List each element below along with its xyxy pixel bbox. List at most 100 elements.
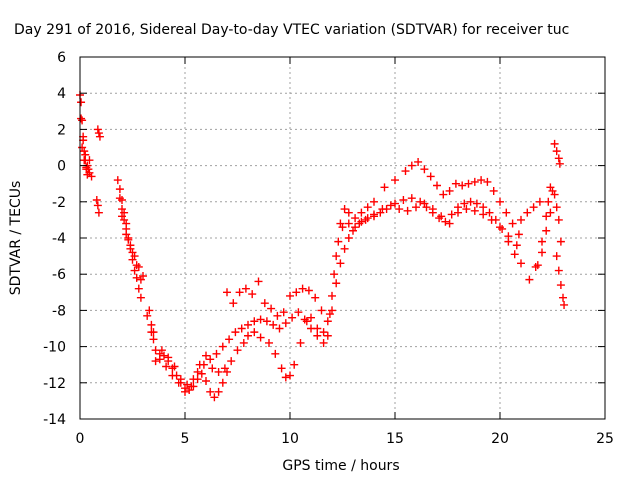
data-point: [218, 378, 227, 387]
data-point: [535, 197, 544, 206]
data-point: [344, 208, 353, 217]
data-point: [210, 393, 219, 402]
data-point: [328, 291, 336, 300]
data-point: [407, 194, 416, 203]
y-tick-label: 0: [57, 159, 66, 175]
y-tick-label: -6: [52, 267, 66, 283]
data-point: [225, 335, 234, 344]
data-point: [477, 176, 486, 185]
data-point: [344, 234, 353, 242]
data-point: [77, 98, 86, 107]
data-point: [256, 333, 265, 342]
data-point: [212, 349, 221, 358]
data-point: [189, 375, 198, 384]
data-point: [134, 284, 143, 293]
data-point: [338, 223, 347, 232]
chart-ticks: [79, 56, 606, 420]
data-point: [118, 205, 126, 214]
data-point: [149, 328, 158, 337]
x-tick-label: 25: [596, 431, 614, 447]
data-point: [78, 116, 87, 125]
data-point: [271, 349, 280, 358]
x-tick-label: 15: [386, 431, 404, 447]
data-point: [510, 250, 519, 259]
data-point: [273, 311, 282, 320]
data-point: [244, 331, 252, 340]
data-point: [378, 205, 387, 214]
data-point: [552, 252, 561, 261]
data-point: [504, 232, 513, 241]
data-point: [556, 237, 565, 246]
data-point: [512, 241, 521, 250]
data-point: [496, 197, 504, 206]
data-point: [218, 342, 227, 351]
data-point: [517, 259, 525, 268]
data-point: [214, 367, 223, 376]
data-point: [552, 147, 561, 156]
data-point: [351, 214, 360, 223]
data-point: [470, 206, 479, 215]
data-point: [544, 197, 553, 206]
data-point: [550, 139, 559, 148]
data-point: [77, 114, 86, 123]
data-point: [307, 324, 315, 333]
data-point: [202, 351, 210, 360]
data-point: [332, 252, 341, 261]
data-point: [525, 275, 534, 284]
data-point: [87, 172, 96, 181]
data-point: [145, 306, 154, 315]
data-point: [170, 362, 179, 371]
data-point: [288, 313, 297, 322]
data-point: [118, 212, 126, 221]
data-point: [139, 272, 147, 281]
data-point: [208, 364, 217, 373]
data-point: [555, 159, 564, 168]
data-point: [340, 205, 349, 214]
data-point: [395, 205, 404, 214]
data-point: [82, 165, 91, 174]
data-point: [332, 279, 341, 288]
data-point: [445, 186, 454, 195]
y-tick-label: -2: [52, 195, 66, 211]
data-point: [235, 288, 244, 297]
data-point: [286, 291, 294, 300]
data-point: [426, 172, 435, 181]
data-point: [319, 338, 328, 347]
data-point: [233, 346, 242, 355]
data-point: [250, 328, 259, 337]
data-point: [130, 266, 139, 275]
data-point: [248, 290, 257, 299]
x-tick-label: 20: [491, 431, 509, 447]
chart-title: Day 291 of 2016, Sidereal Day-to-day VTE…: [14, 22, 569, 38]
data-point: [414, 157, 423, 166]
data-point: [227, 357, 236, 366]
data-point: [229, 299, 238, 308]
chart-grid: [80, 57, 605, 419]
data-point: [155, 355, 164, 364]
data-point: [323, 331, 332, 340]
y-tick-label: -14: [43, 412, 66, 428]
data-point: [300, 315, 309, 324]
data-point: [286, 371, 294, 380]
data-point: [124, 235, 133, 244]
data-point: [199, 360, 208, 369]
data-point: [483, 177, 492, 186]
y-tick-label: -10: [43, 340, 66, 356]
data-point: [181, 387, 189, 396]
data-point: [202, 376, 210, 385]
data-point: [451, 179, 460, 188]
data-point: [323, 317, 332, 326]
data-point: [298, 284, 307, 293]
data-point: [334, 237, 343, 246]
data-point: [351, 223, 360, 232]
data-point: [357, 208, 366, 217]
data-point: [559, 293, 567, 302]
data-point: [508, 219, 517, 228]
data-point: [237, 324, 246, 333]
data-point: [197, 369, 206, 378]
data-point: [294, 308, 303, 317]
data-point: [254, 277, 263, 286]
data-point: [290, 360, 299, 369]
y-tick-labels: -14 -12 -10 -8 -6 -4 -2 0 2 4 6: [43, 50, 66, 428]
data-point: [244, 320, 252, 329]
